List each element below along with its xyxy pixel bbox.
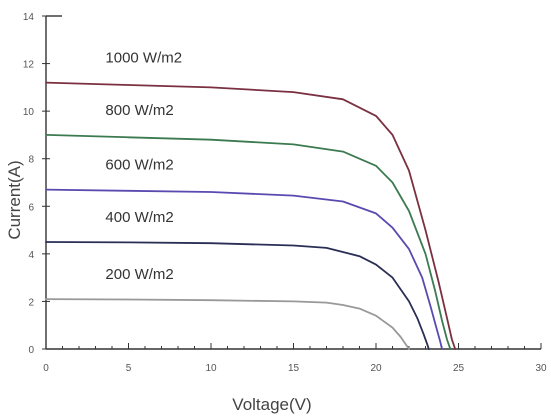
y-tick-label: 2 [28, 297, 34, 308]
y-tick-label: 6 [28, 202, 34, 213]
iv-curve-line [45, 298, 410, 350]
curve-series-label: 200 W/m2 [105, 266, 173, 283]
curve-series-label: 800 W/m2 [105, 102, 173, 119]
x-tick-label: 10 [205, 363, 217, 374]
curve-series-label: 1000 W/m2 [105, 50, 182, 67]
x-tick-label: 30 [535, 363, 547, 374]
iv-curve-line [45, 188, 443, 350]
x-tick-label: 15 [288, 363, 300, 374]
x-tick-label: 25 [453, 363, 465, 374]
x-axis-title: Voltage(V) [232, 395, 311, 414]
y-tick-label: 12 [23, 60, 35, 71]
iv-curve-line [45, 134, 452, 350]
y-tick-label: 8 [28, 155, 34, 166]
y-tick-label: 14 [23, 12, 35, 23]
x-tick-label: 5 [126, 363, 132, 374]
y-tick-label: 0 [28, 345, 34, 356]
curve-series-label: 400 W/m2 [105, 209, 173, 226]
y-tick-label: 4 [28, 250, 34, 261]
curve-labels: 1000 W/m2 800 W/m2 600 W/m2 400 W/m2 200 W/m… [105, 50, 182, 283]
x-tick-label: 0 [43, 363, 49, 374]
curves [45, 81, 457, 350]
y-tick-label: 10 [23, 107, 35, 118]
y-axis-title: Current(A) [5, 160, 24, 239]
iv-curve-line [45, 81, 457, 350]
ticks: 0 2 4 6 8 10 12 14 0 5 10 15 20 25 30 [23, 12, 547, 374]
curve-series-label: 600 W/m2 [105, 157, 173, 174]
iv-curve-line [45, 241, 430, 350]
x-tick-label: 20 [370, 363, 382, 374]
